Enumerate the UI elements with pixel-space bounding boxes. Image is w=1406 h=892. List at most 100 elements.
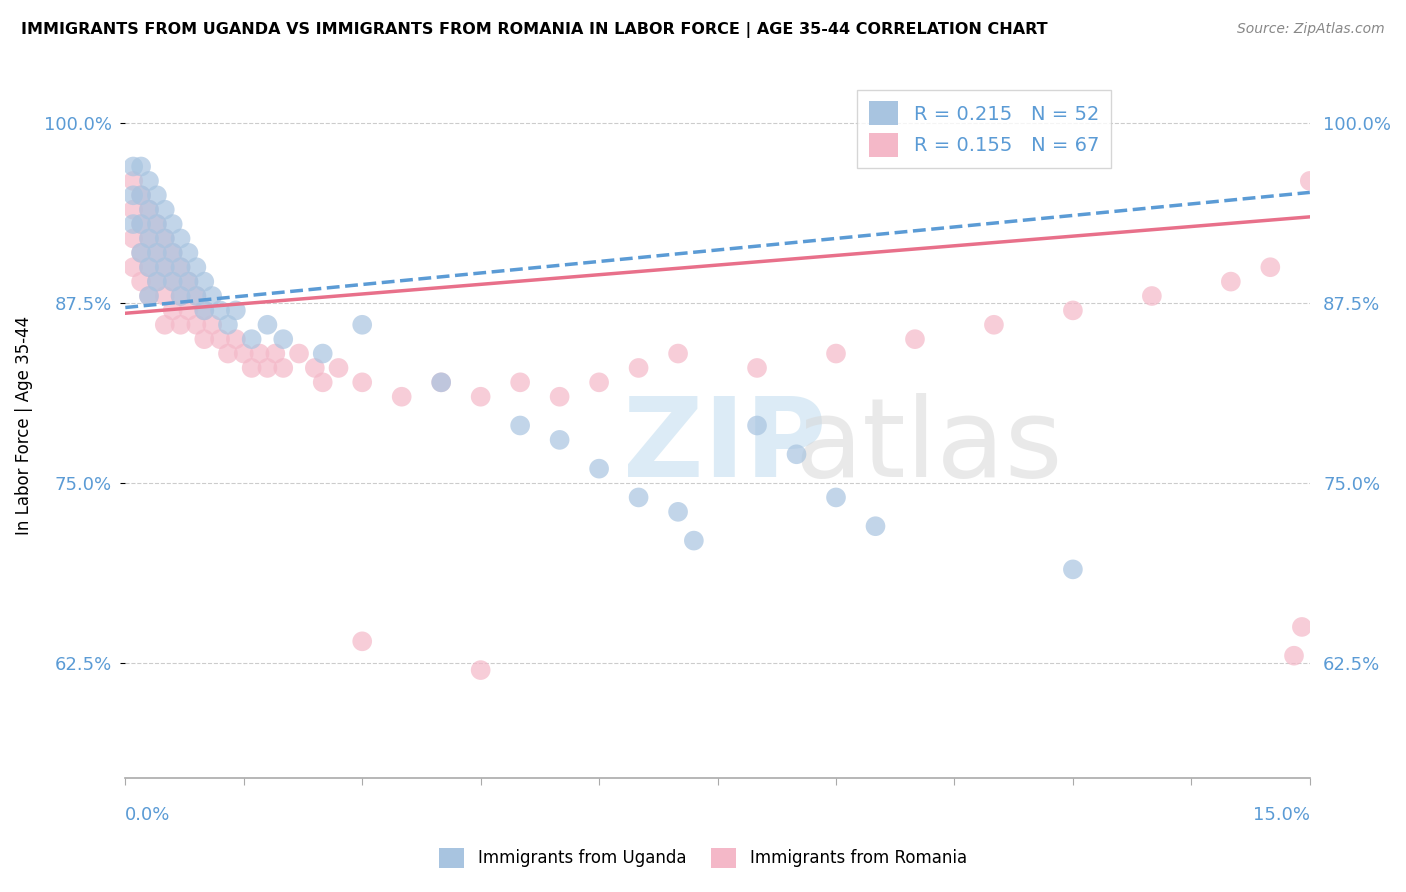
Point [1219,275,1241,289]
Point [548,433,571,447]
Point [129,160,152,174]
Legend: R = 0.215   N = 52, R = 0.155   N = 67: R = 0.215 N = 52, R = 0.155 N = 67 [858,90,1111,169]
Point [1291,620,1313,634]
Point [186,289,208,303]
Point [146,217,169,231]
Point [1282,648,1305,663]
Text: ZIP: ZIP [623,393,827,500]
Point [627,491,650,505]
Point [186,289,208,303]
Point [138,289,160,303]
Point [146,245,169,260]
Point [193,303,215,318]
Point [430,376,453,390]
Point [825,491,848,505]
Point [256,318,278,332]
Point [153,260,176,275]
Point [193,303,215,318]
Point [162,303,184,318]
Point [1140,289,1163,303]
Point [328,360,350,375]
Point [352,376,374,390]
Point [129,245,152,260]
Point [745,360,768,375]
Point [146,188,169,202]
Point [683,533,706,548]
Point [153,202,176,217]
Point [129,188,152,202]
Point [983,318,1005,332]
Point [122,188,145,202]
Point [825,346,848,360]
Point [904,332,927,346]
Point [138,202,160,217]
Point [122,202,145,217]
Point [186,260,208,275]
Point [509,418,531,433]
Point [177,303,200,318]
Point [288,346,311,360]
Point [271,360,294,375]
Point [1260,260,1282,275]
Point [162,245,184,260]
Point [588,461,610,475]
Point [169,260,191,275]
Point [162,275,184,289]
Point [1062,562,1084,576]
Point [153,260,176,275]
Point [129,217,152,231]
Point [240,360,263,375]
Point [138,231,160,245]
Point [153,318,176,332]
Point [391,390,413,404]
Point [509,376,531,390]
Point [271,332,294,346]
Point [865,519,887,533]
Point [177,275,200,289]
Point [169,318,191,332]
Point [138,231,160,245]
Point [352,634,374,648]
Point [201,289,224,303]
Point [209,332,232,346]
Point [146,275,169,289]
Point [225,332,247,346]
Point [122,160,145,174]
Point [138,202,160,217]
Point [122,231,145,245]
Point [129,275,152,289]
Point [122,260,145,275]
Point [312,346,335,360]
Text: 0.0%: 0.0% [125,806,170,824]
Point [138,289,160,303]
Point [240,332,263,346]
Point [264,346,287,360]
Point [1299,174,1322,188]
Point [232,346,254,360]
Point [225,303,247,318]
Point [352,318,374,332]
Point [122,174,145,188]
Point [1062,303,1084,318]
Point [588,376,610,390]
Text: 15.0%: 15.0% [1253,806,1310,824]
Point [201,318,224,332]
Point [146,275,169,289]
Point [129,245,152,260]
Point [169,231,191,245]
Point [129,188,152,202]
Point [138,174,160,188]
Point [129,217,152,231]
Point [193,332,215,346]
Point [146,245,169,260]
Text: atlas: atlas [794,393,1063,500]
Point [470,663,492,677]
Point [153,231,176,245]
Point [666,505,689,519]
Point [304,360,326,375]
Point [146,217,169,231]
Point [666,346,689,360]
Point [548,390,571,404]
Point [162,275,184,289]
Point [430,376,453,390]
